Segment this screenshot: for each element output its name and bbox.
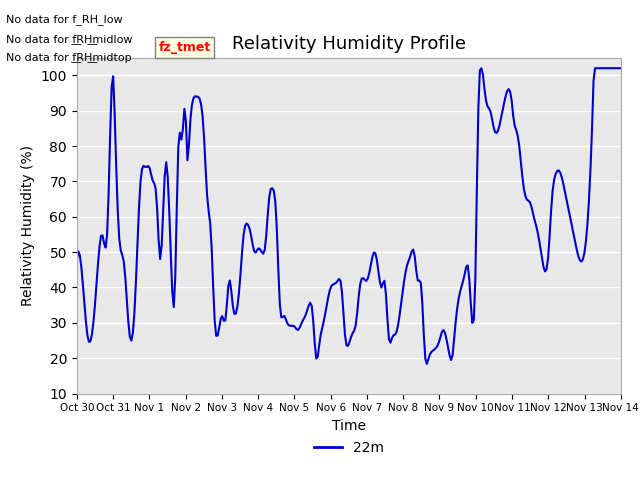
Title: Relativity Humidity Profile: Relativity Humidity Profile <box>232 35 466 53</box>
Text: No data for f͟RH͟midlow: No data for f͟RH͟midlow <box>6 34 133 44</box>
X-axis label: Time: Time <box>332 419 366 433</box>
Text: No data for f_RH_low: No data for f_RH_low <box>6 14 123 25</box>
Text: No data for f͟RH͟midtop: No data for f͟RH͟midtop <box>6 53 132 63</box>
Y-axis label: Relativity Humidity (%): Relativity Humidity (%) <box>21 145 35 306</box>
Text: fz_tmet: fz_tmet <box>158 41 211 54</box>
Legend: 22m: 22m <box>308 435 389 461</box>
